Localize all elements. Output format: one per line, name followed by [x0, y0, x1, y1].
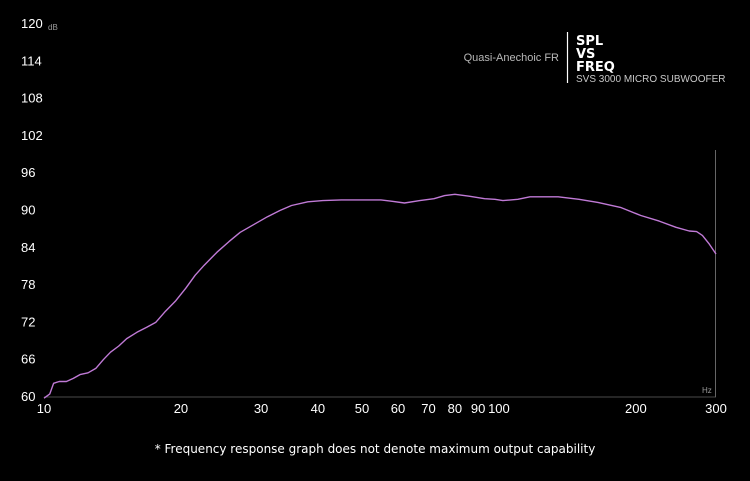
y-tick-label: 60 — [21, 389, 35, 404]
x-tick-label: 80 — [448, 401, 462, 416]
y-tick-label: 114 — [21, 53, 42, 68]
y-tick-label: 90 — [21, 203, 35, 218]
y-tick-label: 96 — [21, 165, 35, 180]
x-tick-label: 70 — [421, 401, 435, 416]
y-tick-label: 66 — [21, 352, 35, 367]
x-tick-label: 60 — [391, 401, 405, 416]
x-tick-label: 300 — [705, 401, 727, 416]
frequency-response-line — [43, 193, 717, 399]
x-tick-label: 10 — [37, 401, 51, 416]
chart-title-line-1: SPL — [576, 34, 603, 49]
x-tick-label: 200 — [625, 401, 647, 416]
chart-title-line-3: FREQ — [576, 60, 615, 75]
x-tick-label: 30 — [254, 401, 268, 416]
x-tick-label: 90 — [471, 401, 485, 416]
chart-title-line-2: VS — [576, 47, 595, 62]
chart-axes — [44, 150, 716, 398]
x-tick-label: 40 — [311, 401, 325, 416]
y-tick-label: 108 — [21, 91, 43, 106]
x-tick-label: 20 — [174, 401, 188, 416]
x-tick-label: 50 — [355, 401, 369, 416]
y-tick-label: 102 — [21, 128, 43, 143]
y-unit-label: dB — [48, 23, 58, 32]
x-tick-label: 100 — [488, 401, 510, 416]
y-tick-label: 72 — [21, 314, 35, 329]
x-unit-label: Hz — [702, 386, 712, 395]
footnote: * Frequency response graph does not deno… — [154, 442, 596, 456]
x-tick-labels: 10 20 30 40 50 60 70 80 90 100 200 300 — [37, 401, 727, 416]
y-tick-label: 78 — [21, 277, 35, 292]
y-tick-label: 120 — [21, 16, 43, 31]
y-tick-labels: 60 66 72 78 84 90 96 102 108 114 120 — [21, 16, 43, 404]
chart-subtitle: Quasi-Anechoic FR — [464, 52, 559, 64]
product-name: SVS 3000 MICRO SUBWOOFER — [576, 74, 725, 85]
y-tick-label: 84 — [21, 240, 35, 255]
series-layer — [43, 193, 717, 399]
